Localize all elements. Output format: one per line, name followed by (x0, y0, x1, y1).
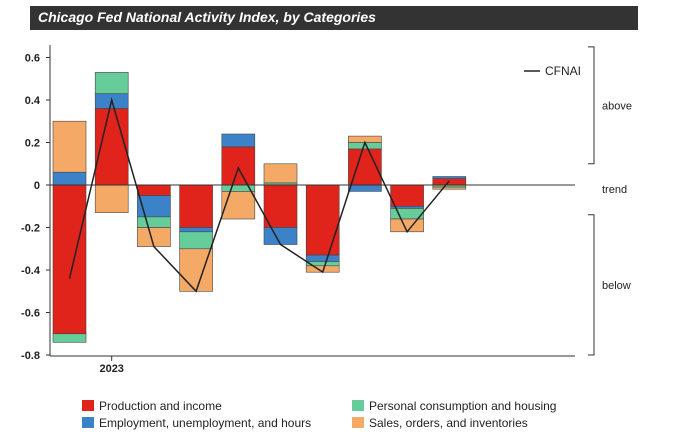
cfnai-legend-label: CFNAI (545, 64, 581, 78)
bar-segment-2-month-2 (137, 216, 171, 228)
bar-segment-0-month-2 (137, 184, 171, 196)
y-tick-label-0: 0.6 (25, 53, 40, 65)
y-tick-label-2: 0.2 (25, 138, 40, 150)
bar-segment-2-month-3 (179, 231, 213, 250)
y-tick-label-4: -0.2 (21, 223, 40, 235)
cfnai-line (68, 97, 450, 293)
bar-segment-3-month-2 (137, 227, 171, 247)
bar-segment-1-month-0 (52, 171, 87, 186)
bar-segment-3-month-0 (52, 120, 87, 173)
bracket-below (588, 214, 595, 356)
legend-swatch-0 (82, 400, 94, 411)
y-tick-label-6: -0.6 (21, 308, 40, 320)
bar-segment-0-month-0 (52, 184, 87, 335)
y-tick-label-5: -0.4 (21, 265, 41, 277)
bar-segment-3-month-3 (179, 248, 213, 292)
bar-segment-2-month-1 (94, 72, 129, 95)
legend-label-2: Employment, unemployment, and hours (99, 416, 311, 430)
bracket-label-below: below (602, 280, 631, 292)
legend-label-3: Sales, orders, and inventories (369, 416, 528, 430)
bracket-label-trend: trend (602, 184, 627, 196)
bar-segment-0-month-7 (348, 148, 382, 186)
axes: 0.6 0.4 0.2 0 -0.2 -0.4 -0.6 -0.8 2023 (21, 45, 575, 375)
x-tick-label: 2023 (99, 363, 123, 375)
bracket-above (588, 46, 595, 165)
legend: Production and income Personal consumptio… (82, 399, 556, 430)
y-tick-label-1: 0.4 (25, 95, 41, 107)
chart-title-bar: Chicago Fed National Activity Index, by … (30, 6, 638, 30)
chart-title: Chicago Fed National Activity Index, by … (38, 9, 376, 25)
bar-segment-3-month-5 (263, 163, 298, 184)
legend-swatch-2 (82, 417, 94, 428)
line-legend: CFNAI (524, 64, 581, 78)
legend-label-0: Production and income (99, 399, 222, 413)
bar-segment-1-month-5 (263, 227, 298, 245)
legend-swatch-3 (352, 417, 364, 428)
legend-label-1: Personal consumption and housing (369, 399, 556, 413)
y-tick-label-7: -0.8 (21, 350, 40, 362)
bar-segment-1-month-4 (221, 133, 256, 148)
legend-swatch-1 (352, 400, 364, 411)
bar-segment-1-month-9 (432, 176, 467, 179)
bar-segment-0-month-6 (305, 184, 340, 256)
bar-segment-1-month-3 (179, 227, 213, 233)
bar-segment-1-month-7 (348, 184, 382, 192)
bar-segment-0-month-3 (179, 184, 213, 228)
bar-segment-3-month-9 (432, 186, 467, 190)
bracket-label-above: above (602, 100, 632, 112)
bar-segment-0-month-8 (390, 184, 424, 207)
bar-segment-3-month-4 (221, 191, 256, 220)
bar-stack-group (52, 72, 467, 343)
bracket-annotations: above trend below (588, 46, 632, 356)
bar-segment-0-month-4 (221, 146, 256, 186)
bar-segment-3-month-8 (390, 218, 424, 233)
bar-segment-2-month-0 (52, 333, 87, 343)
bar-segment-1-month-6 (305, 254, 340, 262)
bar-segment-3-month-1 (94, 184, 129, 213)
y-tick-label-3: 0 (34, 180, 40, 192)
bar-segment-0-month-5 (263, 184, 298, 228)
